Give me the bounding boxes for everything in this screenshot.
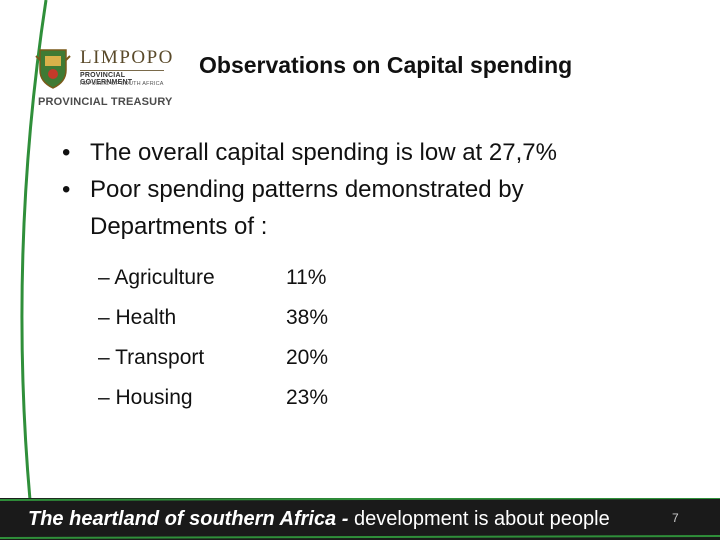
- bullet-item: • The overall capital spending is low at…: [62, 134, 702, 171]
- logo-divider: [80, 70, 164, 71]
- bullet-symbol: •: [62, 139, 71, 166]
- footer-banner: [0, 498, 720, 540]
- department-list: – Agriculture 11% – Health 38% – Transpo…: [98, 258, 358, 418]
- department-row: – Housing 23%: [98, 378, 358, 418]
- logo-treasury: PROVINCIAL TREASURY: [38, 96, 173, 108]
- bullet-symbol: •: [62, 176, 71, 203]
- slide-title: Observations on Capital spending: [199, 52, 573, 78]
- department-row: – Health 38%: [98, 298, 358, 338]
- department-value: 20%: [286, 346, 329, 369]
- bullet-item: • Poor spending patterns demonstrated by…: [62, 171, 702, 245]
- logo-subtitle: PROVINCIAL GOVERNMENT: [80, 72, 133, 86]
- logo-country: REPUBLIC OF SOUTH AFRICA: [80, 81, 164, 87]
- limpopo-logo: LIMPOPO PROVINCIAL GOVERNMENT REPUBLIC O…: [28, 38, 178, 120]
- department-row: – Agriculture 11%: [98, 258, 358, 298]
- bullet-text: The overall capital spending is low at 2…: [90, 139, 557, 166]
- department-label: – Agriculture: [98, 266, 215, 289]
- footer-slogan: The heartland of southern Africa - devel…: [28, 508, 610, 531]
- department-value: 38%: [286, 306, 329, 329]
- bullet-text-line2: Departments of :: [90, 213, 268, 240]
- bullet-list: • The overall capital spending is low at…: [62, 134, 702, 245]
- footer-slogan-rest: development is about people: [348, 508, 610, 530]
- department-value: 11%: [286, 266, 327, 289]
- department-row: – Transport 20%: [98, 338, 358, 378]
- footer-slogan-bold: The heartland of southern Africa -: [28, 508, 349, 530]
- logo-name: LIMPOPO: [80, 47, 174, 68]
- department-label: – Housing: [98, 386, 193, 409]
- department-label: – Transport: [98, 346, 205, 369]
- slide-number: 7: [672, 511, 679, 525]
- green-arc-decoration: [20, 0, 48, 500]
- coat-of-arms-icon: [35, 49, 71, 89]
- department-label: – Health: [98, 306, 177, 329]
- bullet-text-line1: Poor spending patterns demonstrated by: [90, 176, 524, 203]
- department-value: 23%: [286, 386, 329, 409]
